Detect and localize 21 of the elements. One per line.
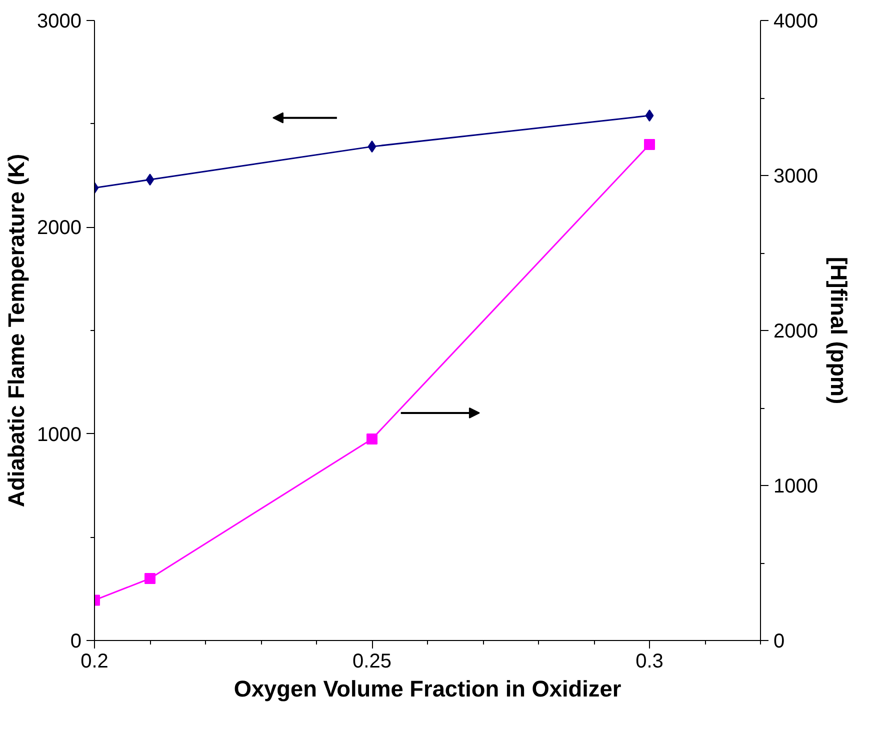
y2-tick-label: 3000 (774, 166, 818, 188)
x-tick-label: 0.3 (636, 650, 664, 672)
x-axis-title: Oxygen Volume Fraction in Oxidizer (234, 676, 622, 702)
y-tick-label: 1000 (37, 424, 82, 446)
point (368, 140, 376, 153)
point (645, 110, 654, 122)
x-tick-label: 0.2 (80, 650, 108, 672)
y2-axis-title: [H]final (ppm) (826, 256, 852, 404)
x-tick-label: 0.25 (352, 650, 392, 672)
point (144, 573, 156, 584)
y-tick-label: 3000 (37, 10, 82, 32)
y2-tick-label: 2000 (774, 320, 818, 342)
y2-tick-label: 4000 (774, 10, 818, 32)
point (366, 434, 378, 444)
y2-tick-label: 0 (774, 630, 785, 652)
point (644, 139, 655, 150)
y-axis-title: Adiabatic Flame Temperature (K) (3, 154, 30, 508)
y-tick-label: 0 (70, 630, 82, 652)
point (146, 174, 154, 186)
y-tick-label: 2000 (37, 217, 82, 240)
y2-tick-label: 1000 (774, 476, 818, 498)
